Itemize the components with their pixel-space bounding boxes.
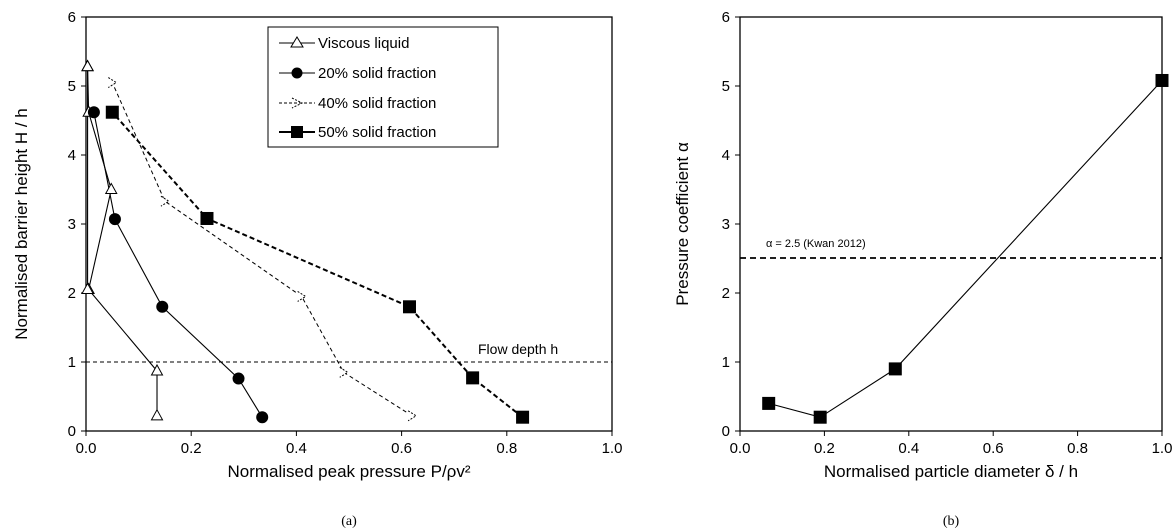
triangle-marker-icon [290, 36, 304, 48]
x-axis-ticks-b: 0.0 0.2 0.4 0.6 0.8 1.0 [730, 431, 1173, 457]
y-tick-label: 5 [68, 78, 76, 95]
x-tick-label: 0.2 [814, 440, 835, 457]
y-tick-label: 6 [722, 9, 730, 26]
panel-caption-b: (b) [943, 514, 960, 529]
data-point-40-solid-fraction [108, 77, 118, 88]
y-tick-label: 1 [722, 354, 730, 371]
legend-item-20-solid: 20% solid fraction [279, 65, 436, 82]
x-tick-label: 0.0 [730, 440, 751, 457]
x-tick-label: 1.0 [602, 440, 623, 457]
data-point-series [762, 396, 776, 410]
data-point-20-solid-fraction [108, 213, 121, 226]
panel-b-chart: α = 2.5 (Kwan 2012) 0.0 0.2 0.4 0.6 0.8 1.0 0… [673, 9, 1172, 529]
data-point-50-solid-fraction [402, 300, 416, 314]
legend-box [267, 26, 499, 148]
y-tick-label: 0 [722, 423, 730, 440]
x-axis-ticks-a: 0.0 0.2 0.4 0.6 0.8 1.0 [76, 431, 623, 457]
x-tick-label: 0.2 [181, 440, 202, 457]
y-tick-label: 1 [68, 354, 76, 371]
data-point-20-solid-fraction [156, 300, 169, 313]
data-point-series [888, 362, 902, 376]
data-point-40-solid-fraction [160, 195, 170, 207]
y-tick-label: 2 [68, 285, 76, 302]
legend-item-50-solid: 50% solid fraction [279, 124, 436, 141]
open-arrow-marker-icon [291, 97, 304, 109]
data-point-20-solid-fraction [87, 106, 100, 119]
x-tick-label: 0.4 [898, 440, 919, 457]
series-markers-a [81, 59, 530, 424]
data-point-50-solid-fraction [516, 410, 530, 424]
panel-a-chart: Flow depth h 0.0 0.2 0.4 0.6 0.8 1.0 0123456 … [12, 9, 622, 529]
x-axis-label-b: Normalised particle diameter δ / h [824, 462, 1078, 481]
series-line-viscous-liquid [87, 66, 158, 416]
series-lines-a [87, 66, 524, 418]
x-tick-label: 0.8 [1067, 440, 1088, 457]
x-tick-label: 0.4 [286, 440, 307, 457]
legend: Viscous liquid 20% solid fraction 40% so… [267, 26, 499, 148]
square-marker-icon [291, 126, 303, 138]
data-point-series [1155, 73, 1169, 87]
circle-marker-icon [291, 67, 303, 79]
data-point-40-solid-fraction [297, 291, 307, 302]
panel-caption-a: (a) [341, 514, 357, 529]
y-tick-label: 5 [722, 78, 730, 95]
x-tick-label: 1.0 [1152, 440, 1173, 457]
data-point-20-solid-fraction [232, 372, 245, 385]
legend-label: Viscous liquid [318, 35, 409, 52]
data-point-viscous-liquid [150, 408, 164, 421]
data-point-50-solid-fraction [200, 211, 214, 225]
legend-label: 40% solid fraction [318, 95, 436, 112]
data-point-50-solid-fraction [105, 105, 119, 119]
legend-item-40-solid: 40% solid fraction [279, 95, 436, 112]
y-tick-label: 4 [68, 147, 76, 164]
y-axis-ticks-b: 0 1 2 3 4 5 6 [722, 9, 740, 440]
data-point-viscous-liquid [81, 59, 94, 72]
y-tick-label: 6 [68, 9, 76, 26]
y-tick-label: 3 [68, 216, 76, 233]
y-tick-label: 2 [722, 285, 730, 302]
data-point-20-solid-fraction [256, 411, 269, 424]
y-axis-label-a: Normalised barrier height H / h [12, 108, 31, 339]
series-line-series [768, 80, 1163, 418]
x-axis-label-a: Normalised peak pressure P/ρv² [227, 462, 470, 481]
y-tick-label: 0 [68, 423, 76, 440]
legend-label: 50% solid fraction [318, 124, 436, 141]
y-tick-label: 3 [722, 216, 730, 233]
x-tick-label: 0.6 [983, 440, 1004, 457]
x-tick-label: 0.0 [76, 440, 97, 457]
flow-depth-annotation: Flow depth h [478, 341, 558, 357]
data-point-series [813, 410, 827, 424]
reference-annotation: α = 2.5 (Kwan 2012) [766, 238, 866, 250]
data-point-viscous-liquid [81, 282, 94, 295]
x-tick-label: 0.6 [391, 440, 412, 457]
data-point-50-solid-fraction [466, 371, 480, 385]
data-point-viscous-liquid [150, 363, 164, 376]
y-tick-label: 4 [722, 147, 730, 164]
data-point-40-solid-fraction [407, 410, 418, 422]
series-lines-b [768, 80, 1163, 418]
legend-item-viscous-liquid: Viscous liquid [279, 35, 409, 52]
data-point-viscous-liquid [104, 182, 118, 194]
y-axis-ticks-a: 0 1 2 3 4 5 6 [68, 9, 86, 440]
y-axis-label-b: Pressure coefficient α [673, 142, 692, 306]
data-point-40-solid-fraction [339, 366, 349, 378]
x-tick-label: 0.8 [496, 440, 517, 457]
legend-label: 20% solid fraction [318, 65, 436, 82]
series-line-20-solid-fraction [93, 112, 263, 418]
plot-frame-b [739, 16, 1163, 432]
series-line-50-solid-fraction [111, 111, 524, 418]
series-markers-b [762, 73, 1169, 424]
